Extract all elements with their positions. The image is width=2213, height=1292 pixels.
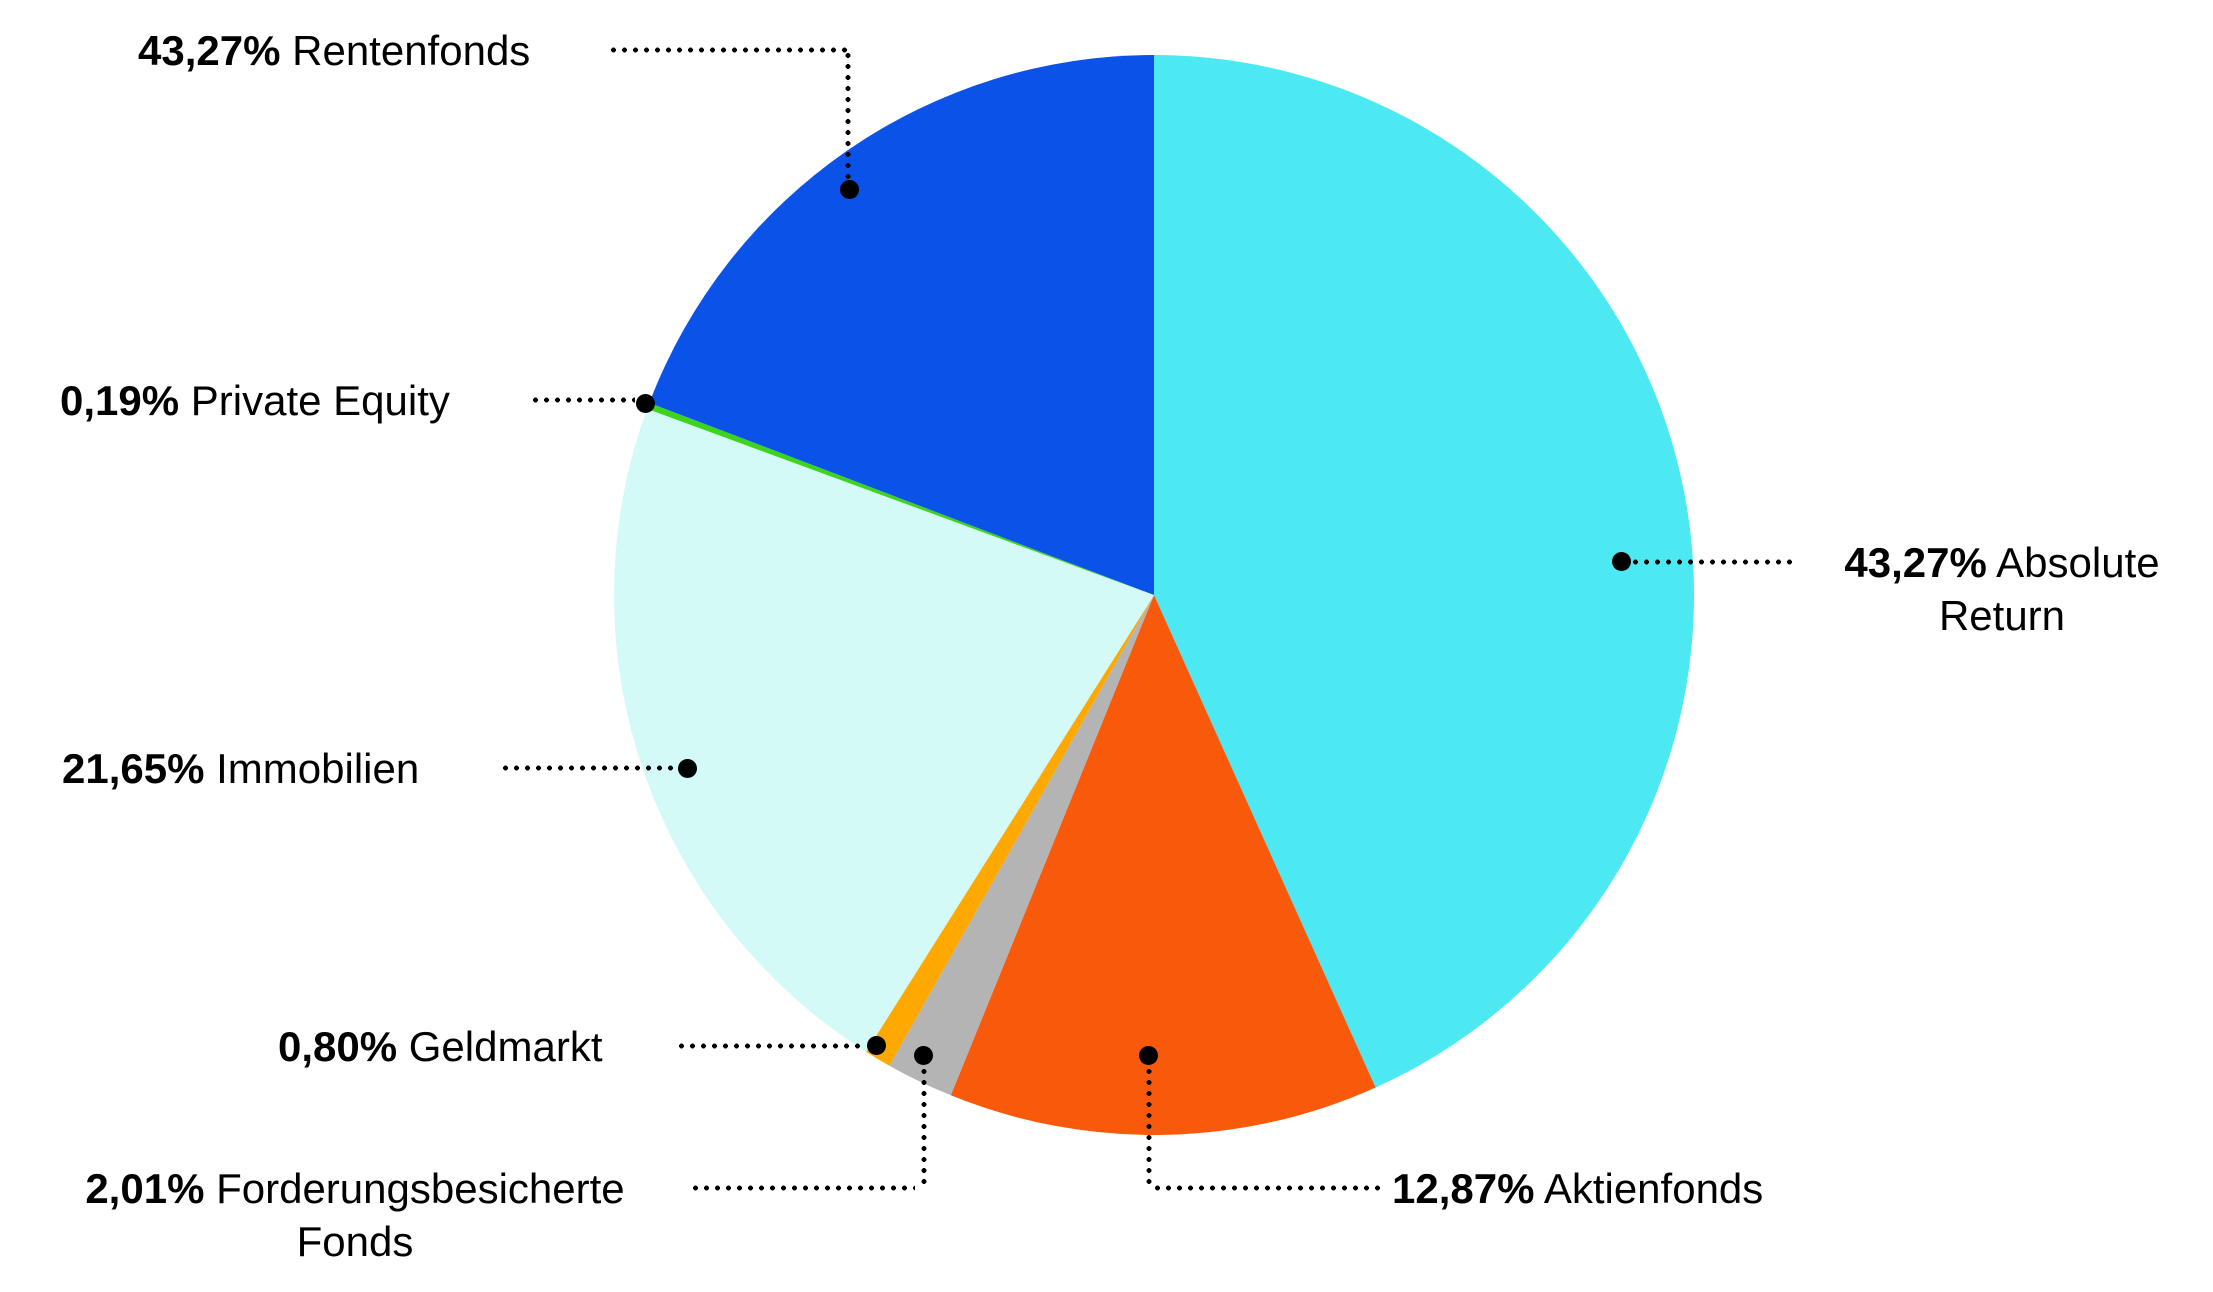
leader-line-immobilien xyxy=(500,765,676,771)
pie-slice-forderungsbesicherte-fonds xyxy=(889,595,1154,1096)
leader-line-absolute-return xyxy=(1630,559,1795,565)
pie-slice-geldmarkt xyxy=(866,595,1154,1066)
callout-private-equity: 0,19% Private Equity xyxy=(60,374,450,427)
callout-geldmarkt: 0,80% Geldmarkt xyxy=(278,1020,602,1073)
pie-slice-absolute-return xyxy=(1154,54,1695,1088)
leader-line-aktienfonds-vertical xyxy=(1146,1066,1152,1188)
leader-line-private-equity xyxy=(530,397,635,403)
anchor-dot-aktienfonds xyxy=(1139,1046,1158,1065)
leader-line-forderungsbesicherte-fonds-horizontal xyxy=(690,1185,915,1191)
callout-immobilien: 21,65% Immobilien xyxy=(62,742,419,795)
callout-absolute-return: 43,27% Absolute Return xyxy=(1802,536,2202,642)
pie-slice-aktienfonds xyxy=(950,595,1376,1136)
anchor-dot-geldmarkt xyxy=(867,1036,886,1055)
leader-line-geldmarkt xyxy=(676,1043,866,1049)
callout-absolute-return-label: Absolute Return xyxy=(1938,539,2160,639)
callout-rentenfonds-label: Rentenfonds xyxy=(292,27,531,74)
pie-slice-private-equity xyxy=(647,402,1154,595)
leader-line-rentenfonds-horizontal xyxy=(608,47,850,53)
callout-immobilien-percent: 21,65% xyxy=(62,745,205,792)
anchor-dot-rentenfonds xyxy=(840,180,859,199)
pie-slice-immobilien xyxy=(613,408,1154,1052)
callout-private-equity-percent: 0,19% xyxy=(60,377,180,424)
anchor-dot-forderungsbesicherte-fonds xyxy=(914,1046,933,1065)
leader-line-forderungsbesicherte-fonds-vertical xyxy=(921,1066,927,1188)
anchor-dot-private-equity xyxy=(636,394,655,413)
callout-forderungsbesicherte-fonds: 2,01% Forderungsbesicherte Fonds xyxy=(30,1162,680,1268)
callout-aktienfonds: 12,87% Aktienfonds xyxy=(1392,1162,1763,1215)
callout-rentenfonds: 43,27% Rentenfonds xyxy=(138,24,530,77)
callout-rentenfonds-percent: 43,27% xyxy=(138,27,281,74)
callout-aktienfonds-label: Aktienfonds xyxy=(1543,1165,1764,1212)
callout-forderungsbesicherte-fonds-percent: 2,01% xyxy=(85,1165,205,1212)
anchor-dot-immobilien xyxy=(678,759,697,778)
callout-private-equity-label: Private Equity xyxy=(190,377,450,424)
anchor-dot-absolute-return xyxy=(1612,552,1631,571)
callout-aktienfonds-percent: 12,87% xyxy=(1392,1165,1535,1212)
callout-forderungsbesicherte-fonds-label: Forderungsbesicherte Fonds xyxy=(216,1165,625,1265)
callout-absolute-return-percent: 43,27% xyxy=(1844,539,1987,586)
callout-immobilien-label: Immobilien xyxy=(216,745,420,792)
callout-geldmarkt-percent: 0,80% xyxy=(278,1023,398,1070)
callout-geldmarkt-label: Geldmarkt xyxy=(408,1023,603,1070)
leader-line-rentenfonds-vertical xyxy=(845,50,851,182)
pie-slice-rentenfonds xyxy=(649,55,1154,595)
leader-line-aktienfonds-horizontal xyxy=(1152,1185,1384,1191)
